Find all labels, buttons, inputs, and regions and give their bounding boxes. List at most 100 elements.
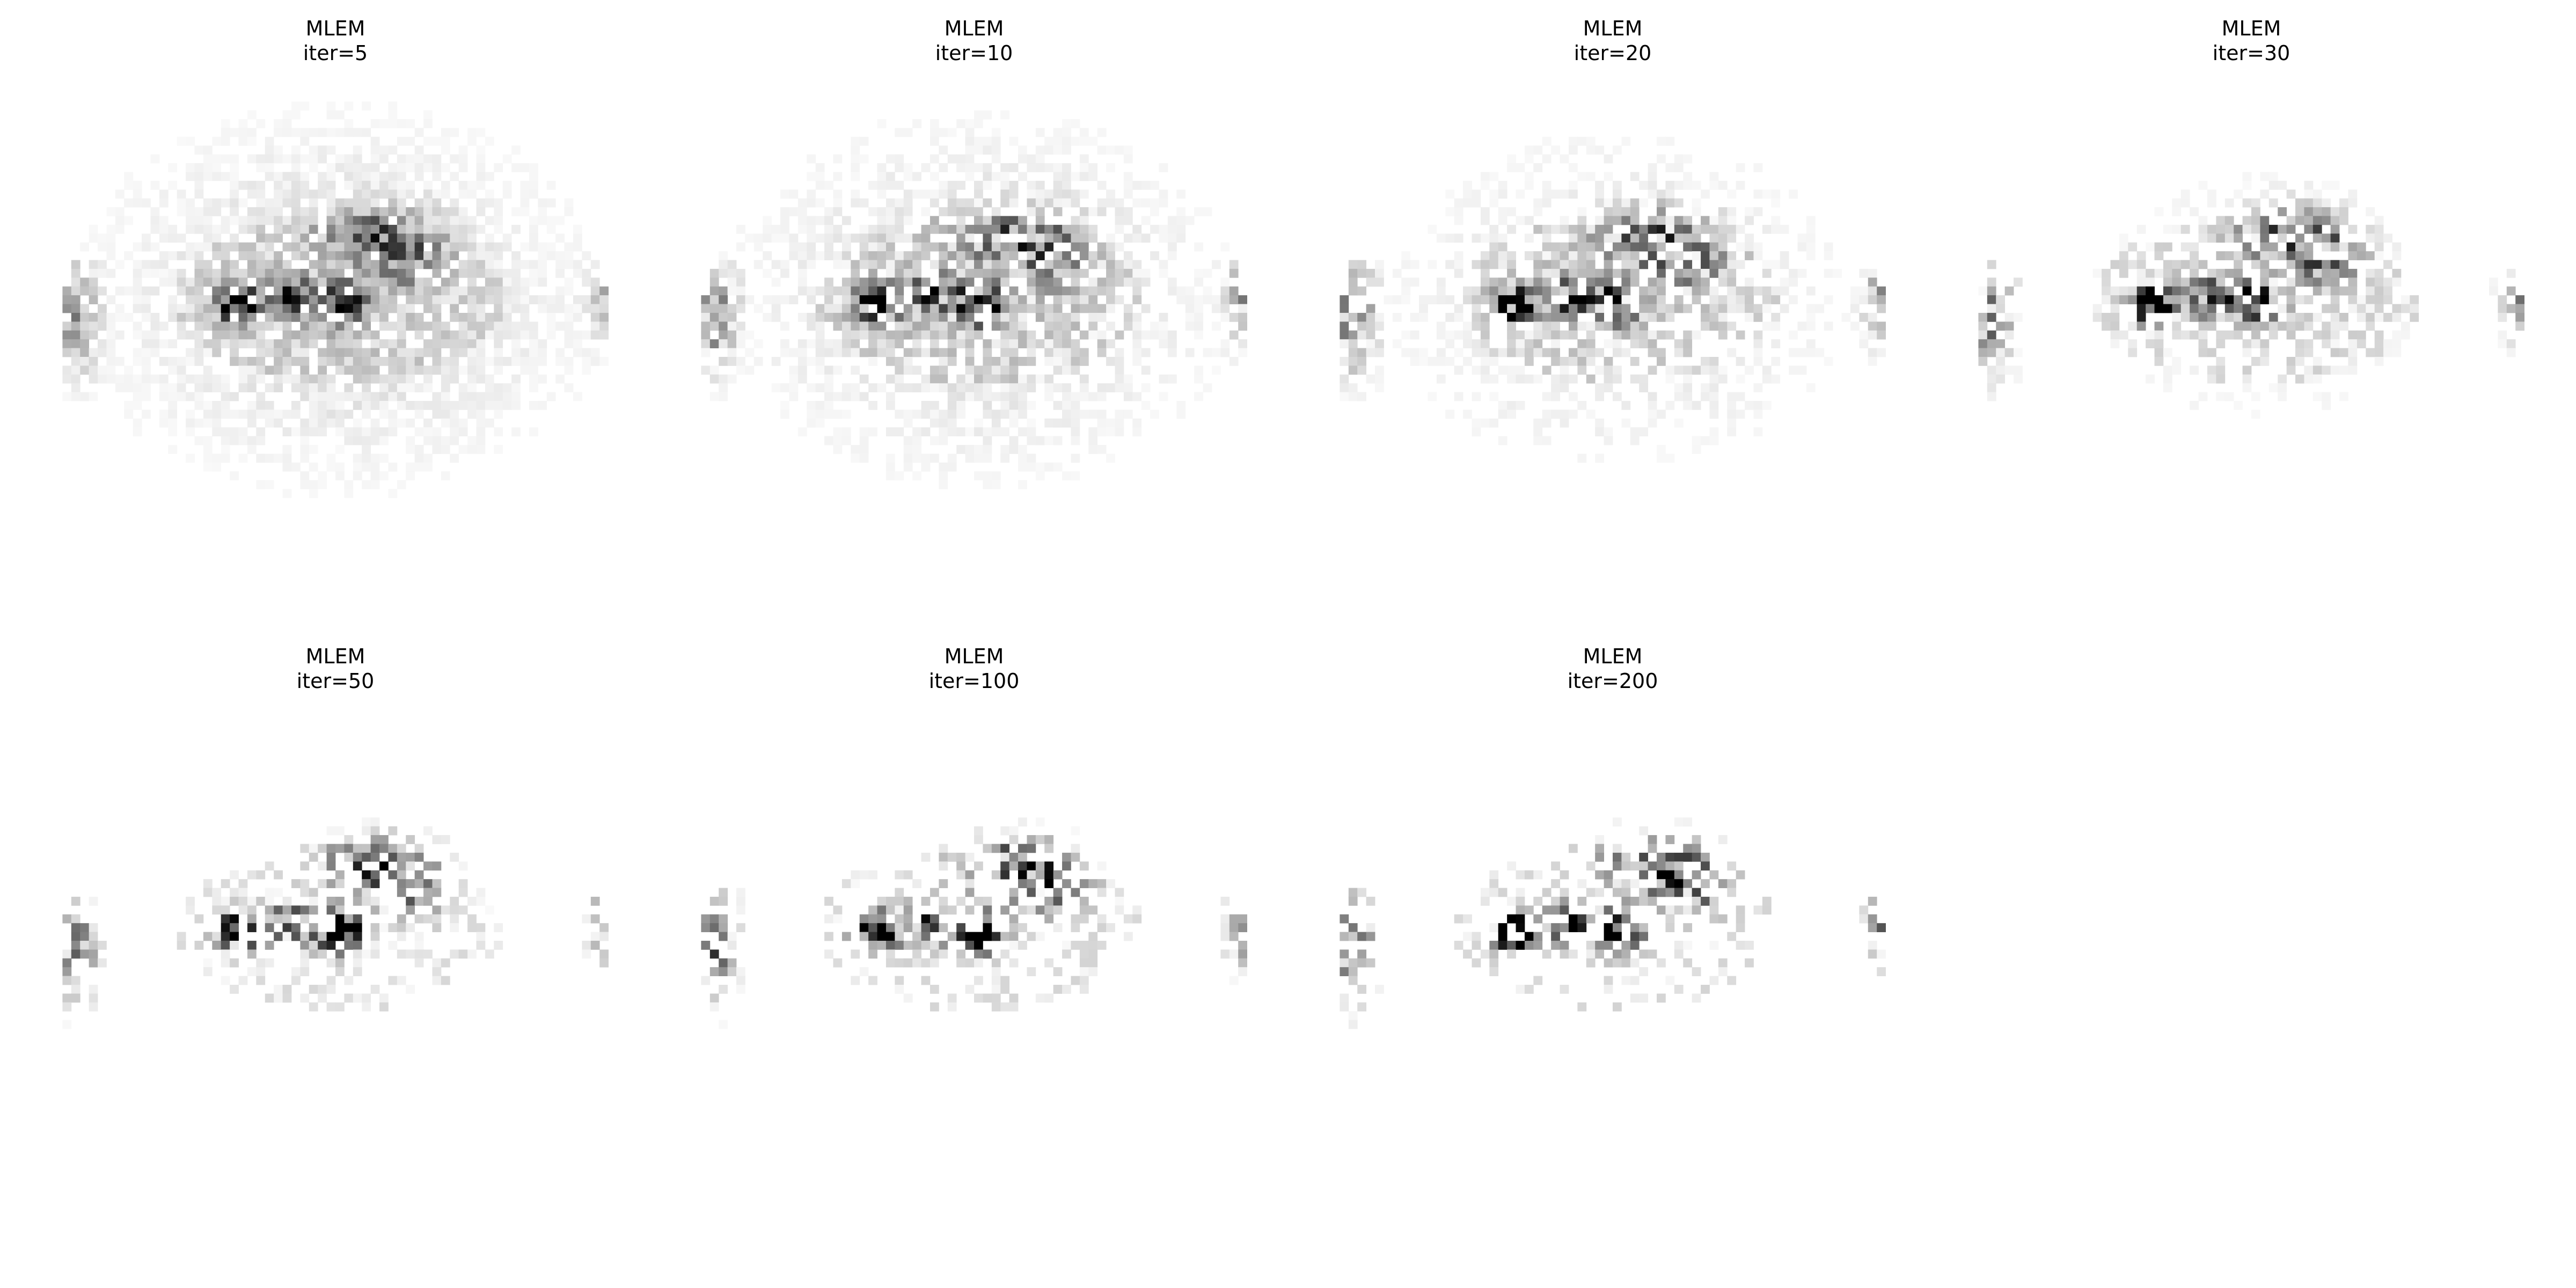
- image-pixel: [1035, 207, 1045, 216]
- image-pixel: [1044, 304, 1054, 313]
- image-pixel: [406, 445, 415, 454]
- image-pixel: [2163, 304, 2172, 313]
- image-pixel: [476, 445, 486, 454]
- image-pixel: [780, 233, 789, 243]
- image-pixel: [186, 418, 195, 428]
- image-pixel: [414, 958, 424, 968]
- image-pixel: [939, 312, 948, 322]
- image-pixel: [238, 268, 248, 278]
- image-pixel: [1630, 172, 1640, 181]
- image-pixel: [1630, 277, 1640, 287]
- image-pixel: [1053, 224, 1063, 234]
- image-pixel: [841, 312, 851, 322]
- image-pixel: [903, 905, 913, 915]
- image-pixel: [2304, 224, 2314, 234]
- image-pixel: [212, 383, 222, 393]
- image-pixel: [921, 251, 931, 260]
- image-pixel: [1348, 277, 1358, 287]
- image-pixel: [476, 374, 486, 384]
- image-pixel: [1806, 339, 1816, 348]
- image-pixel: [256, 967, 266, 976]
- image-pixel: [1604, 905, 1613, 915]
- image-pixel: [974, 835, 983, 844]
- image-pixel: [1657, 154, 1666, 164]
- image-pixel: [247, 949, 257, 959]
- image-pixel: [2180, 286, 2190, 296]
- image-pixel: [1489, 967, 1499, 976]
- image-pixel: [291, 295, 301, 304]
- image-pixel: [2180, 330, 2190, 340]
- image-pixel: [318, 427, 327, 437]
- image-pixel: [956, 224, 965, 234]
- image-pixel: [203, 888, 213, 897]
- image-pixel: [1009, 374, 1019, 384]
- image-pixel: [1132, 286, 1142, 296]
- image-pixel: [476, 896, 486, 906]
- image-pixel: [956, 852, 965, 862]
- image-pixel: [1524, 295, 1534, 304]
- image-pixel: [379, 861, 389, 871]
- image-pixel: [1771, 374, 1781, 384]
- image-pixel: [494, 277, 503, 287]
- image-pixel: [1533, 976, 1543, 985]
- image-pixel: [1018, 923, 1027, 932]
- image-pixel: [2374, 295, 2384, 304]
- image-pixel: [1630, 216, 1640, 225]
- image-pixel: [1709, 365, 1719, 375]
- image-pixel: [467, 136, 477, 146]
- image-pixel: [1692, 835, 1701, 844]
- image-pixel: [1683, 304, 1693, 313]
- image-pixel: [771, 295, 781, 304]
- image-pixel: [458, 365, 468, 375]
- image-pixel: [1220, 923, 1230, 932]
- image-pixel: [1753, 330, 1763, 340]
- image-pixel: [1762, 286, 1772, 296]
- image-pixel: [450, 436, 459, 445]
- image-pixel: [1340, 967, 1349, 976]
- image-pixel: [291, 198, 301, 208]
- image-pixel: [353, 427, 362, 437]
- image-pixel: [2304, 295, 2314, 304]
- image-pixel: [379, 224, 389, 234]
- image-pixel: [150, 180, 160, 190]
- image-pixel: [221, 216, 230, 225]
- image-pixel: [300, 268, 310, 278]
- image-pixel: [1159, 233, 1168, 243]
- image-pixel: [1727, 348, 1737, 357]
- image-pixel: [582, 949, 591, 959]
- image-pixel: [2146, 295, 2155, 304]
- image-pixel: [370, 172, 380, 181]
- image-pixel: [98, 242, 107, 252]
- image-pixel: [282, 216, 292, 225]
- image-pixel: [1595, 949, 1604, 959]
- image-pixel: [1185, 286, 1195, 296]
- image-pixel: [2383, 312, 2392, 322]
- image-pixel: [833, 392, 843, 401]
- image-pixel: [974, 471, 983, 481]
- image-pixel: [441, 339, 450, 348]
- image-pixel: [291, 163, 301, 172]
- image-pixel: [1348, 330, 1358, 340]
- image-pixel: [1445, 260, 1455, 269]
- image-pixel: [1604, 940, 1613, 950]
- image-pixel: [965, 172, 975, 181]
- image-pixel: [432, 409, 442, 419]
- image-pixel: [1692, 365, 1701, 375]
- image-pixel: [1000, 295, 1010, 304]
- image-pixel: [397, 392, 406, 401]
- image-pixel: [1718, 914, 1728, 924]
- image-pixel: [2304, 180, 2314, 190]
- image-pixel: [1806, 233, 1816, 243]
- image-pixel: [1674, 879, 1684, 888]
- image-pixel: [2260, 216, 2270, 225]
- image-pixel: [1551, 392, 1560, 401]
- image-pixel: [701, 976, 711, 985]
- image-pixel: [2348, 348, 2358, 357]
- image-pixel: [362, 295, 371, 304]
- image-pixel: [379, 172, 389, 181]
- image-pixel: [555, 260, 565, 269]
- image-pixel: [1366, 304, 1375, 313]
- image-pixel: [1560, 260, 1569, 269]
- image-pixel: [1987, 330, 1996, 340]
- image-pixel: [2366, 321, 2375, 331]
